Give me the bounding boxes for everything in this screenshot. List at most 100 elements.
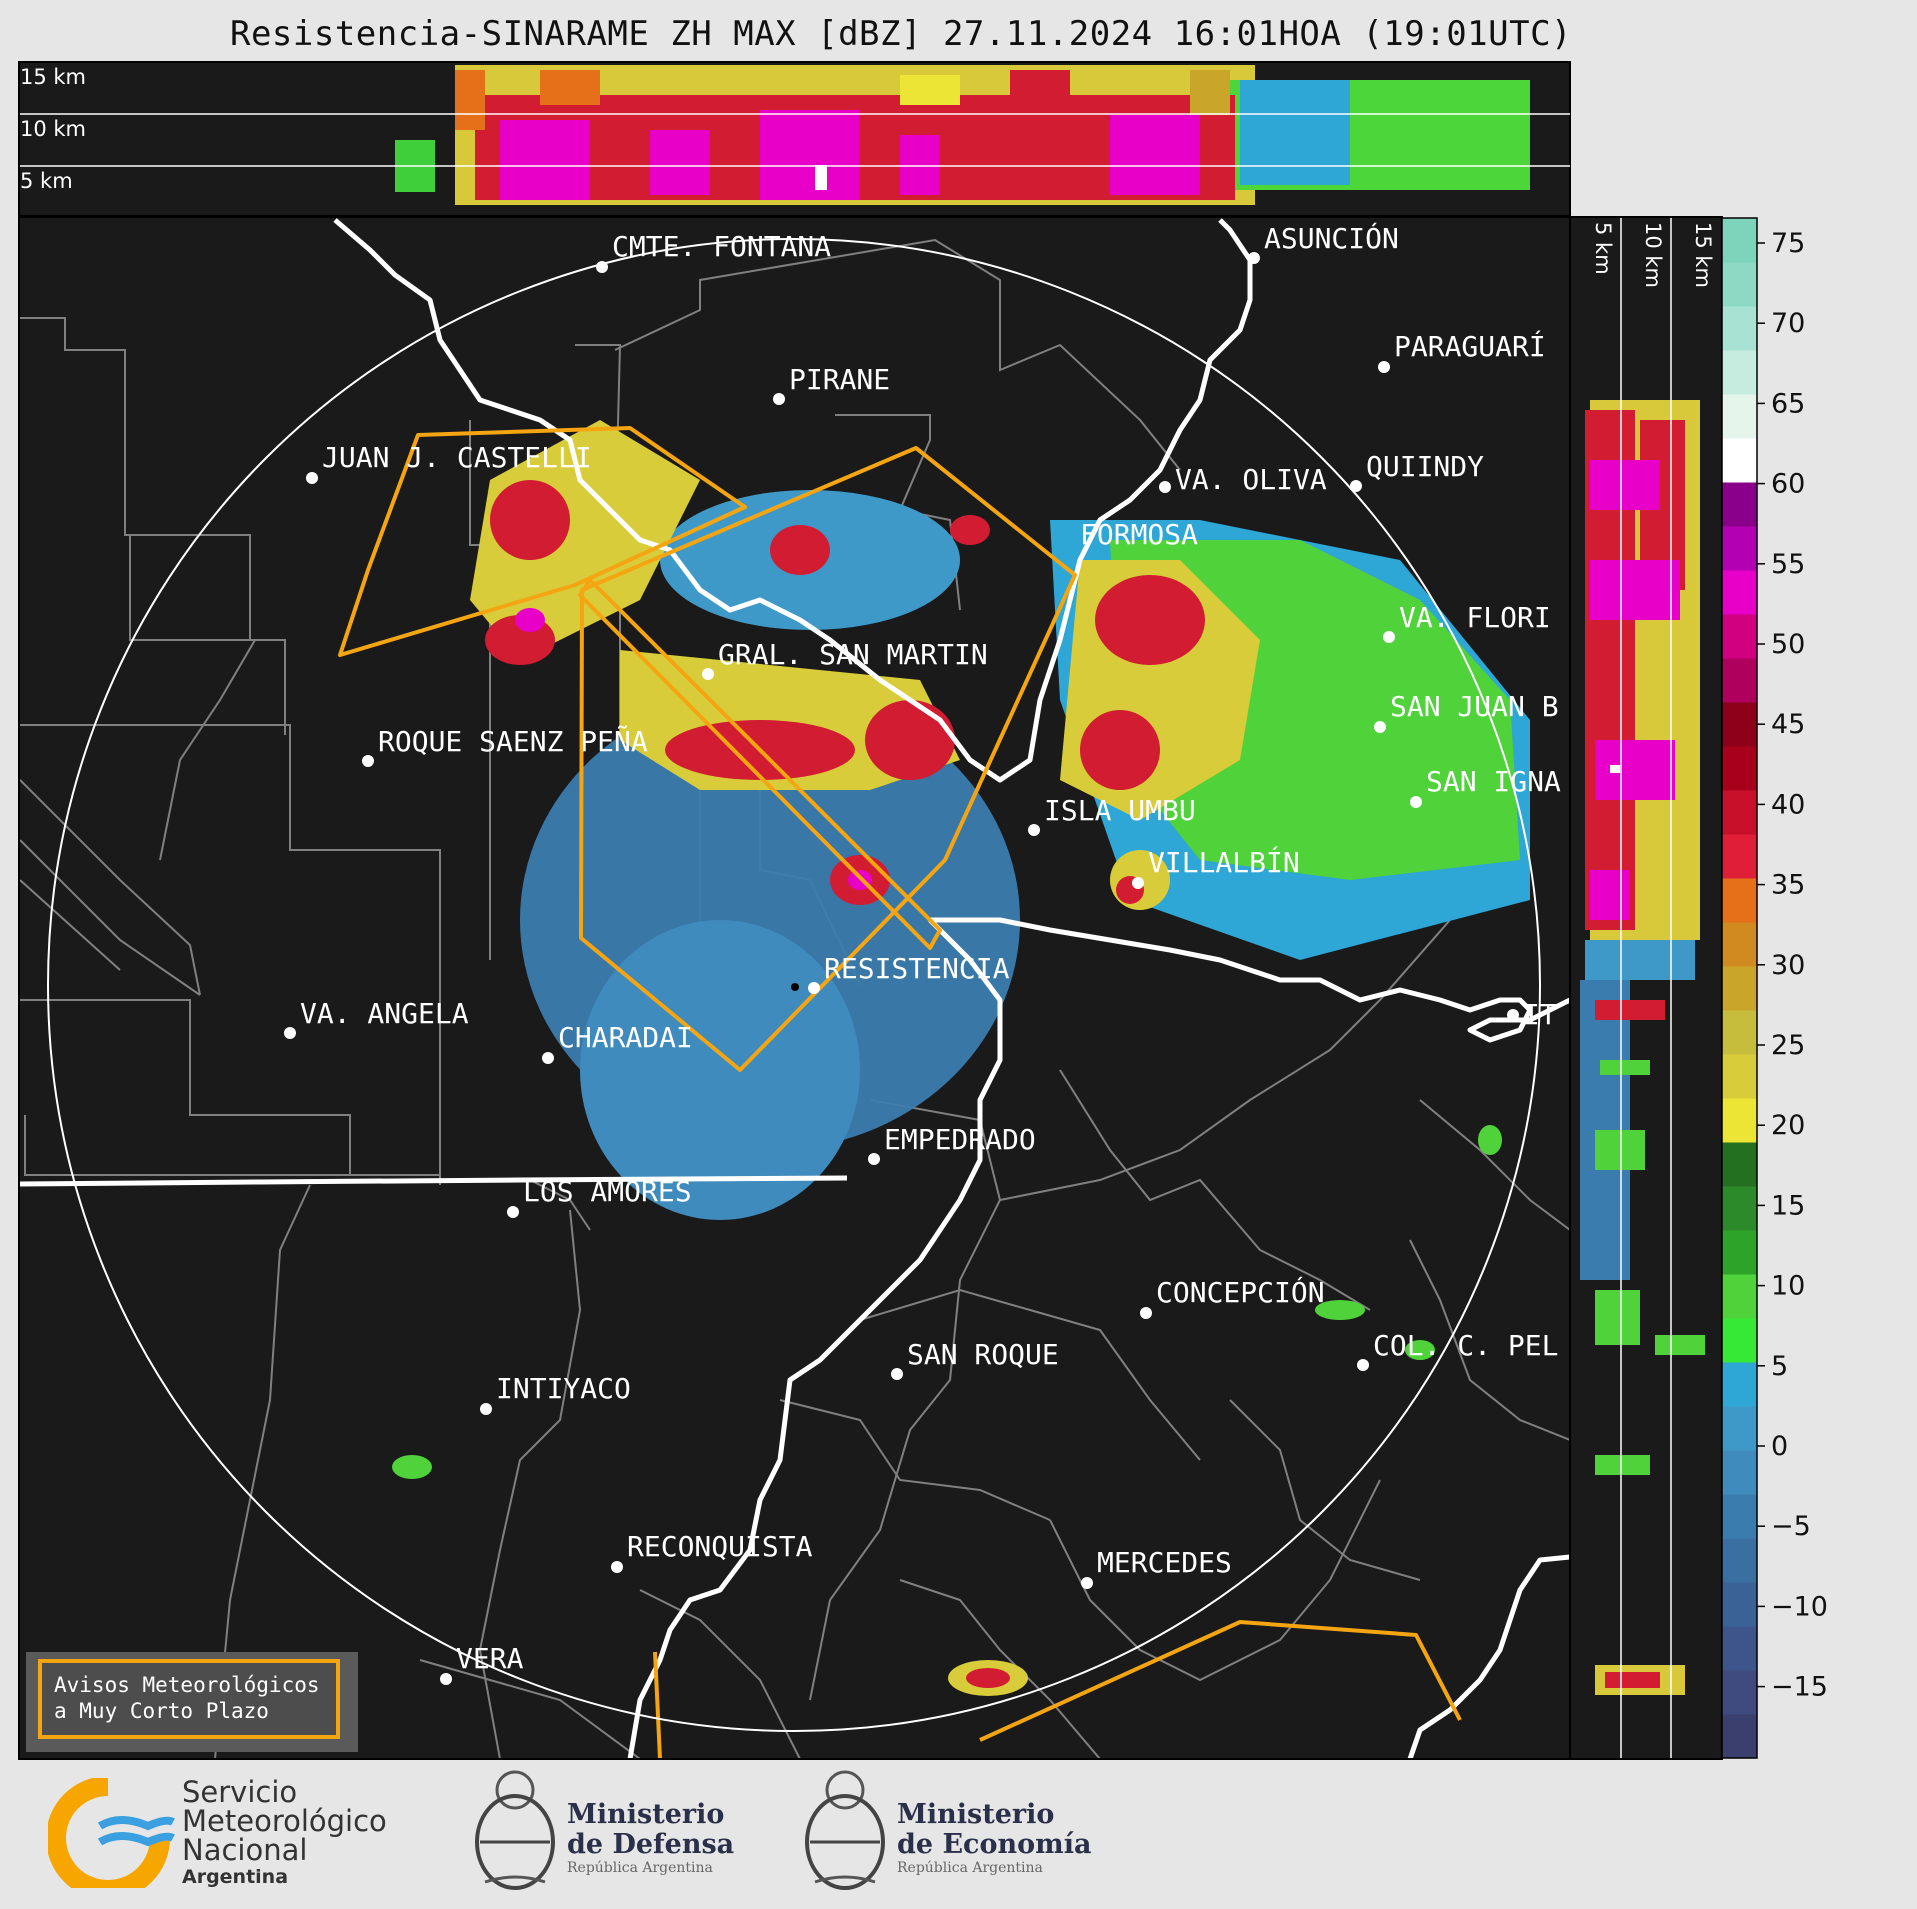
top-label-15km: 15 km xyxy=(20,65,86,89)
svg-text:GRAL. SAN MARTIN: GRAL. SAN MARTIN xyxy=(718,638,988,671)
svg-text:CHARADAI: CHARADAI xyxy=(558,1021,693,1054)
side-label-5km: 5 km xyxy=(1591,222,1615,275)
defensa-line1: Ministerio xyxy=(567,1799,725,1830)
city-cmte-fontana: CMTE. FONTANA xyxy=(596,230,831,273)
colorbar-block xyxy=(1722,1318,1757,1363)
svg-text:COL. C. PEL: COL. C. PEL xyxy=(1373,1329,1558,1362)
colorbar-block xyxy=(1722,1714,1757,1759)
top-height-profile: 15 km 10 km 5 km xyxy=(18,61,1571,217)
colorbar-tick-label: −5 xyxy=(1771,1511,1811,1542)
svg-text:EMPEDRADO: EMPEDRADO xyxy=(884,1123,1036,1156)
colorbar-block xyxy=(1722,1010,1757,1055)
colorbar-block xyxy=(1722,1626,1757,1671)
city-va-florida: VA. FLORI xyxy=(1383,601,1551,643)
colorbar-tick-label: 0 xyxy=(1771,1431,1788,1462)
colorbar-block xyxy=(1722,526,1757,571)
city-paraguari: PARAGUARÍ xyxy=(1378,329,1546,373)
warning-polygons xyxy=(338,426,1462,1758)
avisos-line2: a Muy Corto Plazo xyxy=(54,1699,269,1723)
colorbar-tick-label: −15 xyxy=(1771,1672,1828,1703)
svg-text:JUAN J. CASTELLI: JUAN J. CASTELLI xyxy=(322,441,592,474)
city-va-angela: VA. ANGELA xyxy=(284,997,469,1039)
colorbar-blocks xyxy=(1722,218,1757,1759)
colorbar-block xyxy=(1722,1582,1757,1627)
city-isla-umbu: ISLA UMBU xyxy=(1028,794,1196,836)
city-reconquista: RECONQUISTA xyxy=(611,1530,813,1573)
colorbar-block xyxy=(1722,1142,1757,1187)
map-title: Resistencia-SINARAME ZH MAX [dBZ] 27.11.… xyxy=(229,14,1573,54)
colorbar-tick-label: 65 xyxy=(1771,388,1805,419)
colorbar-tick-label: 25 xyxy=(1771,1030,1805,1061)
city-mercedes: MERCEDES xyxy=(1081,1546,1232,1589)
colorbar-block xyxy=(1722,394,1757,439)
colorbar-block xyxy=(1722,790,1757,835)
colorbar-block xyxy=(1722,702,1757,747)
colorbar-tick-label: 5 xyxy=(1771,1351,1788,1382)
city-san-ignacio: SAN IGNA xyxy=(1410,765,1561,808)
svg-text:SAN ROQUE: SAN ROQUE xyxy=(907,1338,1059,1371)
colorbar-block xyxy=(1722,1186,1757,1231)
radar-map: CMTE. FONTANA ASUNCIÓN PARAGUARÍ PIRANE … xyxy=(18,216,1571,1760)
city-pirane: PIRANE xyxy=(773,363,890,405)
colorbar-block xyxy=(1722,878,1757,923)
colorbar-block xyxy=(1722,922,1757,967)
smn-line3: Nacional xyxy=(182,1833,308,1867)
city-formosa: FORMOSA xyxy=(1080,518,1198,551)
range-ring xyxy=(47,238,1541,1732)
economia-line1: Ministerio xyxy=(897,1799,1055,1830)
city-gral-san-martin: GRAL. SAN MARTIN xyxy=(702,638,988,680)
colorbar-tick-label: 20 xyxy=(1771,1110,1805,1141)
city-roque-saenz-pena: ROQUE SAENZ PEÑA xyxy=(362,724,648,767)
defensa-line3: República Argentina xyxy=(567,1860,713,1876)
colorbar-block xyxy=(1722,218,1757,263)
colorbar-tick-label: 10 xyxy=(1771,1271,1805,1302)
colorbar-tick-label: 35 xyxy=(1771,870,1805,901)
economia-line3: República Argentina xyxy=(897,1860,1043,1876)
colorbar-block xyxy=(1722,1098,1757,1143)
colorbar-block xyxy=(1722,306,1757,351)
colorbar-block xyxy=(1722,262,1757,307)
city-col-c-pellegrini: COL. C. PEL xyxy=(1357,1329,1558,1371)
svg-text:RESISTENCIA: RESISTENCIA xyxy=(824,952,1010,985)
city-markers: CMTE. FONTANA ASUNCIÓN PARAGUARÍ PIRANE … xyxy=(284,221,1561,1685)
svg-text:VA. ANGELA: VA. ANGELA xyxy=(300,997,469,1030)
colorbar-block xyxy=(1722,966,1757,1011)
city-asuncion: ASUNCIÓN xyxy=(1248,221,1399,264)
svg-text:PARAGUARÍ: PARAGUARÍ xyxy=(1394,329,1546,363)
city-vera: VERA xyxy=(440,1642,524,1685)
colorbar-tick-label: 50 xyxy=(1771,629,1805,660)
colorbar-block xyxy=(1722,1054,1757,1099)
svg-text:VA. FLORI: VA. FLORI xyxy=(1399,601,1551,634)
svg-text:CONCEPCIÓN: CONCEPCIÓN xyxy=(1156,1275,1325,1309)
radar-echoes xyxy=(392,420,1530,1696)
colorbar-block xyxy=(1722,1230,1757,1275)
svg-text:PIRANE: PIRANE xyxy=(789,363,890,396)
smn-logo-icon xyxy=(48,1778,175,1888)
svg-text:VILLALBÍN: VILLALBÍN xyxy=(1148,845,1300,879)
colorbar-tick-label: 40 xyxy=(1771,789,1805,820)
avisos-label[interactable]: Avisos Meteorológicos a Muy Corto Plazo xyxy=(38,1659,340,1739)
colorbar-block xyxy=(1722,1494,1757,1539)
colorbar-block xyxy=(1722,1670,1757,1715)
svg-text:QUIINDY: QUIINDY xyxy=(1366,450,1484,483)
colorbar-block xyxy=(1722,834,1757,879)
svg-text:ASUNCIÓN: ASUNCIÓN xyxy=(1264,221,1399,255)
svg-text:VERA: VERA xyxy=(456,1642,524,1675)
colorbar-block xyxy=(1722,614,1757,659)
colorbar-block xyxy=(1722,438,1757,483)
side-label-10km: 10 km xyxy=(1641,222,1665,288)
city-charadai: CHARADAI xyxy=(542,1021,693,1064)
svg-text:ROQUE SAENZ PEÑA: ROQUE SAENZ PEÑA xyxy=(378,724,648,758)
colorbar-block xyxy=(1722,1274,1757,1319)
colorbar-block xyxy=(1722,350,1757,395)
city-san-roque: SAN ROQUE xyxy=(891,1338,1059,1380)
colorbar-tick-label: 70 xyxy=(1771,308,1805,339)
city-concepcion: CONCEPCIÓN xyxy=(1140,1275,1325,1319)
city-villalbin: VILLALBÍN xyxy=(1132,845,1300,889)
svg-text:RECONQUISTA: RECONQUISTA xyxy=(627,1530,813,1563)
colorbar-block xyxy=(1722,1406,1757,1451)
top-label-10km: 10 km xyxy=(20,117,86,141)
